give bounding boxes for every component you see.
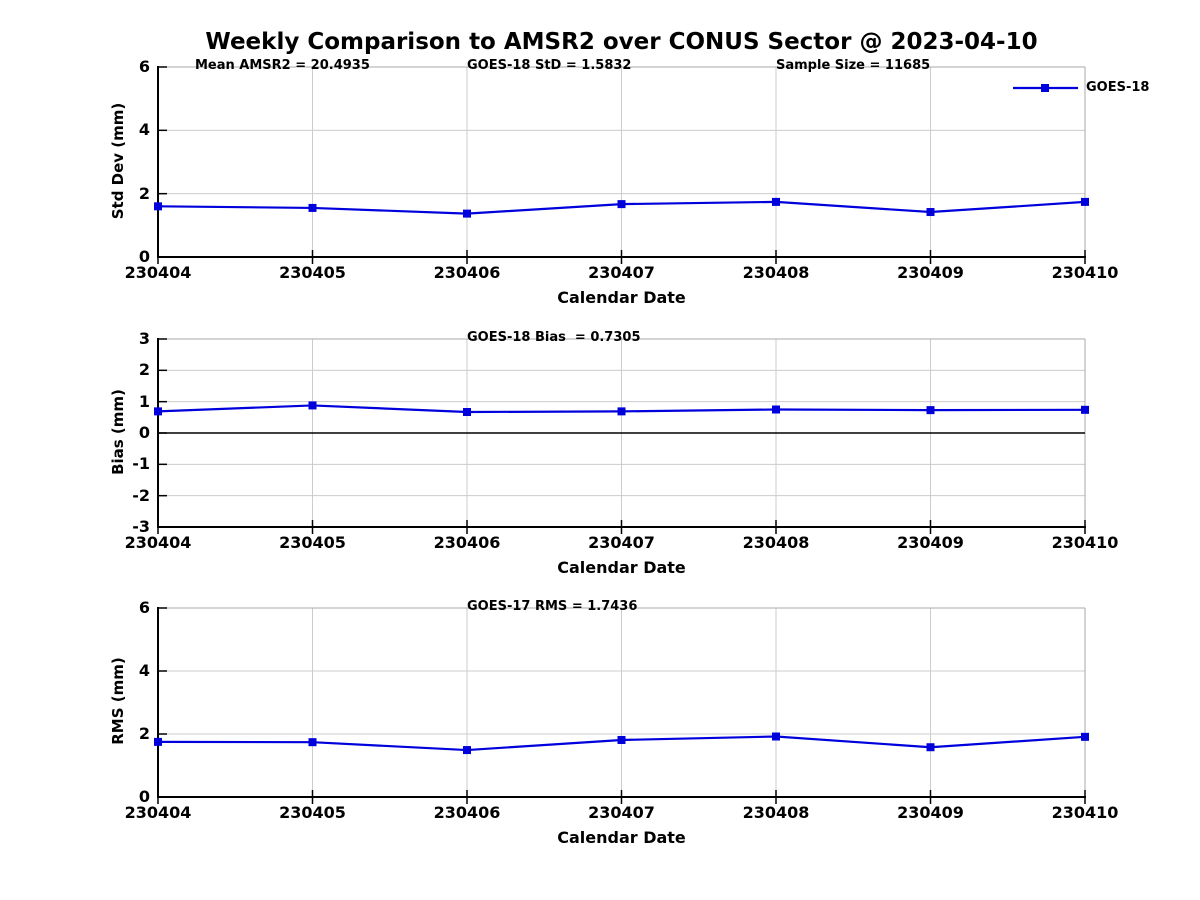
y-tick-label: 1 bbox=[138, 391, 150, 411]
legend-entry-label: GOES-18 bbox=[1086, 80, 1150, 95]
data-point-marker bbox=[772, 197, 780, 206]
y-tick-label: 6 bbox=[138, 57, 150, 76]
data-point-marker bbox=[463, 209, 471, 218]
data-point-marker bbox=[772, 405, 780, 414]
x-tick-label: 230407 bbox=[588, 533, 655, 552]
data-point-marker bbox=[1081, 405, 1089, 414]
x-tick-label: 230408 bbox=[742, 263, 810, 282]
y-tick-label: -2 bbox=[132, 485, 150, 505]
data-point-marker bbox=[1081, 197, 1089, 206]
annotation-goes17-rms: GOES-17 RMS = 1.7436 bbox=[467, 599, 638, 614]
x-tick-label: 230406 bbox=[433, 263, 501, 282]
y-tick-label: 2 bbox=[138, 183, 150, 203]
y-tick-label: 2 bbox=[138, 360, 150, 380]
x-tick-label: 230408 bbox=[742, 533, 810, 552]
y-tick-label: 2 bbox=[138, 724, 150, 743]
x-tick-label: 230407 bbox=[588, 803, 655, 822]
x-tick-label: 230406 bbox=[433, 533, 501, 552]
y-tick-label: -3 bbox=[132, 517, 150, 536]
x-tick-label: 230407 bbox=[588, 263, 655, 282]
y-axis-label-std-dev: Std Dev (mm) bbox=[109, 102, 127, 220]
y-tick-label: 0 bbox=[138, 423, 150, 442]
data-point-marker bbox=[772, 732, 780, 741]
y-tick-label: 0 bbox=[138, 247, 150, 266]
data-point-marker bbox=[617, 200, 626, 209]
x-tick-label: 230410 bbox=[1051, 263, 1119, 282]
data-point-marker bbox=[308, 203, 317, 212]
x-axis-label-calendar-date-1: Calendar Date bbox=[557, 288, 686, 307]
x-tick-label: 230409 bbox=[897, 263, 964, 282]
y-tick-label: -1 bbox=[132, 454, 150, 474]
x-tick-label: 230404 bbox=[124, 263, 192, 282]
y-tick-label: 4 bbox=[138, 661, 150, 680]
annotation-goes18-bias: GOES-18 Bias = 0.7305 bbox=[467, 330, 641, 345]
data-point-marker bbox=[926, 208, 935, 217]
y-tick-label: 0 bbox=[138, 787, 150, 806]
x-tick-label: 230404 bbox=[124, 803, 192, 822]
data-point-marker bbox=[154, 407, 162, 416]
x-tick-label: 230405 bbox=[279, 803, 346, 822]
x-tick-label: 230404 bbox=[124, 533, 192, 552]
data-point-marker bbox=[617, 735, 626, 744]
legend-marker-icon bbox=[1041, 84, 1049, 92]
data-point-marker bbox=[154, 737, 162, 746]
y-tick-label: 4 bbox=[138, 120, 150, 140]
data-point-marker bbox=[617, 407, 626, 416]
data-point-marker bbox=[926, 406, 935, 415]
x-tick-label: 230406 bbox=[433, 803, 501, 822]
data-point-marker bbox=[463, 746, 471, 755]
x-tick-label: 230409 bbox=[897, 533, 964, 552]
data-point-marker bbox=[926, 743, 935, 752]
x-axis-label-calendar-date-3: Calendar Date bbox=[557, 828, 686, 847]
figure-title: Weekly Comparison to AMSR2 over CONUS Se… bbox=[205, 29, 1038, 55]
data-point-marker bbox=[1081, 732, 1089, 741]
y-tick-label: 6 bbox=[138, 598, 150, 617]
x-tick-label: 230405 bbox=[279, 533, 346, 552]
annotation-mean-amsr2: Mean AMSR2 = 20.4935 bbox=[195, 58, 370, 73]
y-tick-label: 3 bbox=[138, 329, 150, 348]
y-axis-label-rms: RMS (mm) bbox=[109, 657, 127, 745]
annotation-sample-size: Sample Size = 11685 bbox=[776, 58, 931, 73]
x-tick-label: 230410 bbox=[1051, 803, 1119, 822]
x-tick-label: 230408 bbox=[742, 803, 810, 822]
data-point-marker bbox=[308, 401, 317, 410]
data-point-marker bbox=[154, 202, 162, 211]
x-tick-label: 230410 bbox=[1051, 533, 1119, 552]
data-point-marker bbox=[463, 408, 471, 417]
x-axis-label-calendar-date-2: Calendar Date bbox=[557, 558, 686, 577]
x-tick-label: 230405 bbox=[279, 263, 346, 282]
data-point-marker bbox=[308, 738, 317, 747]
annotation-goes18-std: GOES-18 StD = 1.5832 bbox=[467, 58, 632, 73]
x-tick-label: 230409 bbox=[897, 803, 964, 822]
